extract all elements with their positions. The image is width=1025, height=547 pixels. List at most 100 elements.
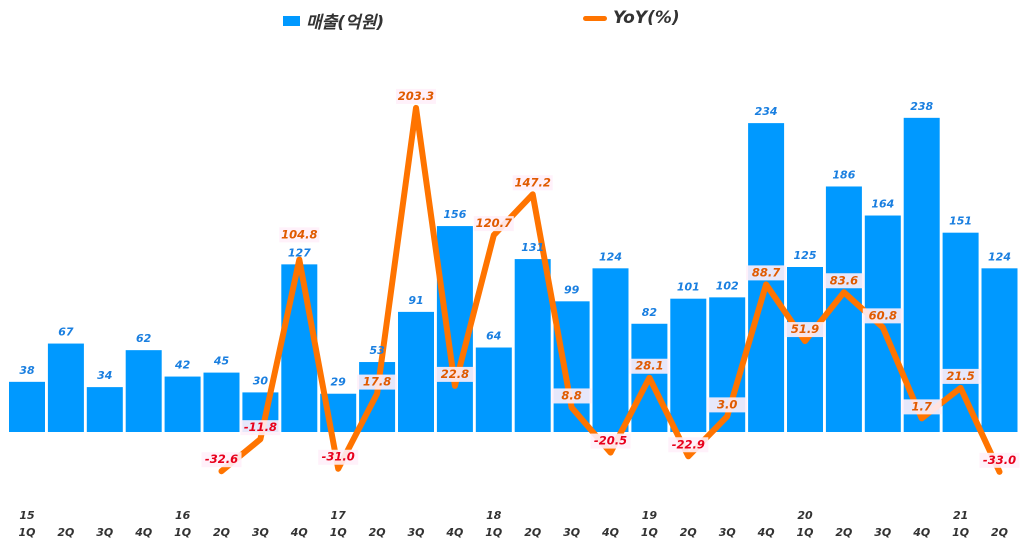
yoy-value-label: -31.0 [322, 450, 355, 464]
yoy-label-bg [318, 449, 359, 465]
yoy-label-bg [201, 452, 242, 468]
x-tick-label: 1Q [174, 526, 191, 539]
x-tick-label: 1Q [485, 526, 502, 539]
yoy-value-label: 1.7 [912, 399, 932, 413]
yoy-label-bg [668, 437, 709, 453]
x-tick-label: 1Q [796, 526, 813, 539]
legend-yoy-label: YoY(%) [613, 8, 680, 28]
bar-value-label: 42 [174, 359, 191, 372]
yoy-value-label: 60.8 [869, 308, 897, 322]
bar-value-label: 38 [19, 364, 35, 377]
bar-value-label: 67 [58, 326, 74, 339]
x-tick-label: 2Q [524, 526, 541, 539]
x-year-label: 19 [642, 509, 658, 522]
yoy-label-bg [785, 322, 825, 338]
bar [475, 347, 512, 432]
yoy-label-bg [823, 273, 864, 289]
bar-value-label: 131 [521, 241, 544, 254]
yoy-label-bg [629, 358, 670, 374]
legend-bar-swatch [283, 15, 300, 26]
bar [398, 311, 434, 432]
yoy-value-label: 83.6 [830, 273, 858, 287]
x-tick-label: 3Q [563, 526, 580, 539]
x-tick-label: 3Q [719, 526, 736, 539]
bar [47, 343, 84, 432]
x-year-label: 21 [953, 509, 968, 522]
yoy-value-label: 28.1 [635, 359, 663, 373]
bar-value-label: 29 [331, 376, 347, 389]
bar [203, 372, 240, 432]
yoy-label-bg [862, 308, 903, 324]
yoy-value-label: -33.0 [983, 453, 1016, 467]
bar [787, 267, 823, 432]
x-tick-label: 2Q [57, 526, 74, 539]
yoy-label-bg [979, 452, 1020, 468]
yoy-value-label: 120.7 [476, 216, 512, 230]
bar-value-label: 30 [253, 374, 269, 387]
x-tick-label: 2Q [680, 526, 697, 539]
x-tick-label: 1Q [641, 526, 658, 539]
bar-value-label: 102 [716, 279, 739, 292]
x-year-label: 15 [19, 509, 35, 522]
bar-value-label: 62 [136, 332, 152, 345]
x-tick-label: 4Q [134, 526, 152, 539]
yoy-value-label: -11.8 [244, 420, 277, 434]
bar [592, 268, 629, 432]
x-year-label: 20 [797, 509, 813, 522]
x-tick-label: 4Q [601, 526, 619, 539]
x-tick-label: 1Q [18, 526, 35, 539]
bar-value-label: 127 [288, 246, 311, 259]
bar-value-label: 34 [97, 369, 112, 382]
x-tick-label: 3Q [874, 526, 891, 539]
bar [86, 387, 123, 432]
x-tick-label: 2Q [835, 526, 852, 539]
bar-value-label: 45 [213, 355, 230, 368]
legend-revenue-label: 매출(억원) [306, 13, 385, 33]
yoy-label-bg [746, 265, 787, 281]
yoy-value-label: 3.0 [717, 397, 737, 411]
bar-value-label: 101 [677, 281, 700, 294]
x-tick-label: 2Q [369, 526, 386, 539]
yoy-label-bg [279, 227, 320, 243]
yoy-value-label: 104.8 [281, 227, 317, 241]
x-tick-label: 2Q [213, 526, 230, 539]
x-year-label: 18 [486, 509, 502, 522]
x-tick-label: 4Q [445, 526, 463, 539]
legend-revenue: 매출(억원) [283, 8, 384, 33]
x-tick-label: 4Q [290, 526, 308, 539]
yoy-value-label: 8.8 [561, 388, 581, 402]
bar [942, 232, 979, 432]
yoy-label-bg [707, 397, 748, 413]
bar [903, 117, 940, 432]
yoy-value-label: -32.6 [205, 452, 238, 466]
yoy-value-label: -22.9 [672, 437, 705, 451]
x-tick-label: 2Q [991, 526, 1008, 539]
yoy-value-label: 21.5 [946, 369, 974, 383]
yoy-label-bg [901, 399, 942, 415]
x-tick-label: 4Q [757, 526, 775, 539]
bar-value-label: 82 [642, 306, 658, 319]
yoy-label-bg [396, 88, 436, 104]
bar-value-label: 238 [910, 100, 933, 113]
yoy-label-bg [434, 366, 475, 382]
legend-line-swatch [583, 15, 607, 21]
yoy-label-bg [512, 175, 553, 191]
bar [553, 301, 590, 432]
yoy-value-label: 22.8 [441, 367, 469, 381]
x-tick-label: 4Q [912, 526, 930, 539]
x-tick-label: 3Q [407, 526, 424, 539]
x-tick-label: 1Q [952, 526, 969, 539]
bar [670, 298, 707, 432]
yoy-value-label: 88.7 [752, 265, 780, 279]
yoy-value-label: 51.9 [791, 322, 819, 336]
bar-value-label: 124 [599, 250, 622, 263]
bar [125, 350, 162, 432]
x-year-label: 17 [331, 509, 347, 522]
yoy-value-label: 203.3 [398, 89, 434, 103]
bar-value-label: 64 [486, 330, 501, 343]
yoy-label-bg [551, 388, 592, 404]
bar-value-label: 156 [443, 208, 466, 221]
bar-value-label: 91 [408, 294, 423, 307]
bar [9, 381, 45, 432]
